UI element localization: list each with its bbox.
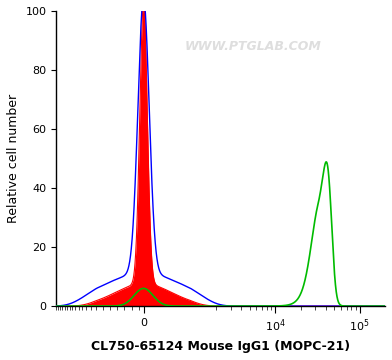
Text: WWW.PTGLAB.COM: WWW.PTGLAB.COM [185,40,322,53]
X-axis label: CL750-65124 Mouse IgG1 (MOPC-21): CL750-65124 Mouse IgG1 (MOPC-21) [91,340,350,353]
Y-axis label: Relative cell number: Relative cell number [7,94,20,223]
